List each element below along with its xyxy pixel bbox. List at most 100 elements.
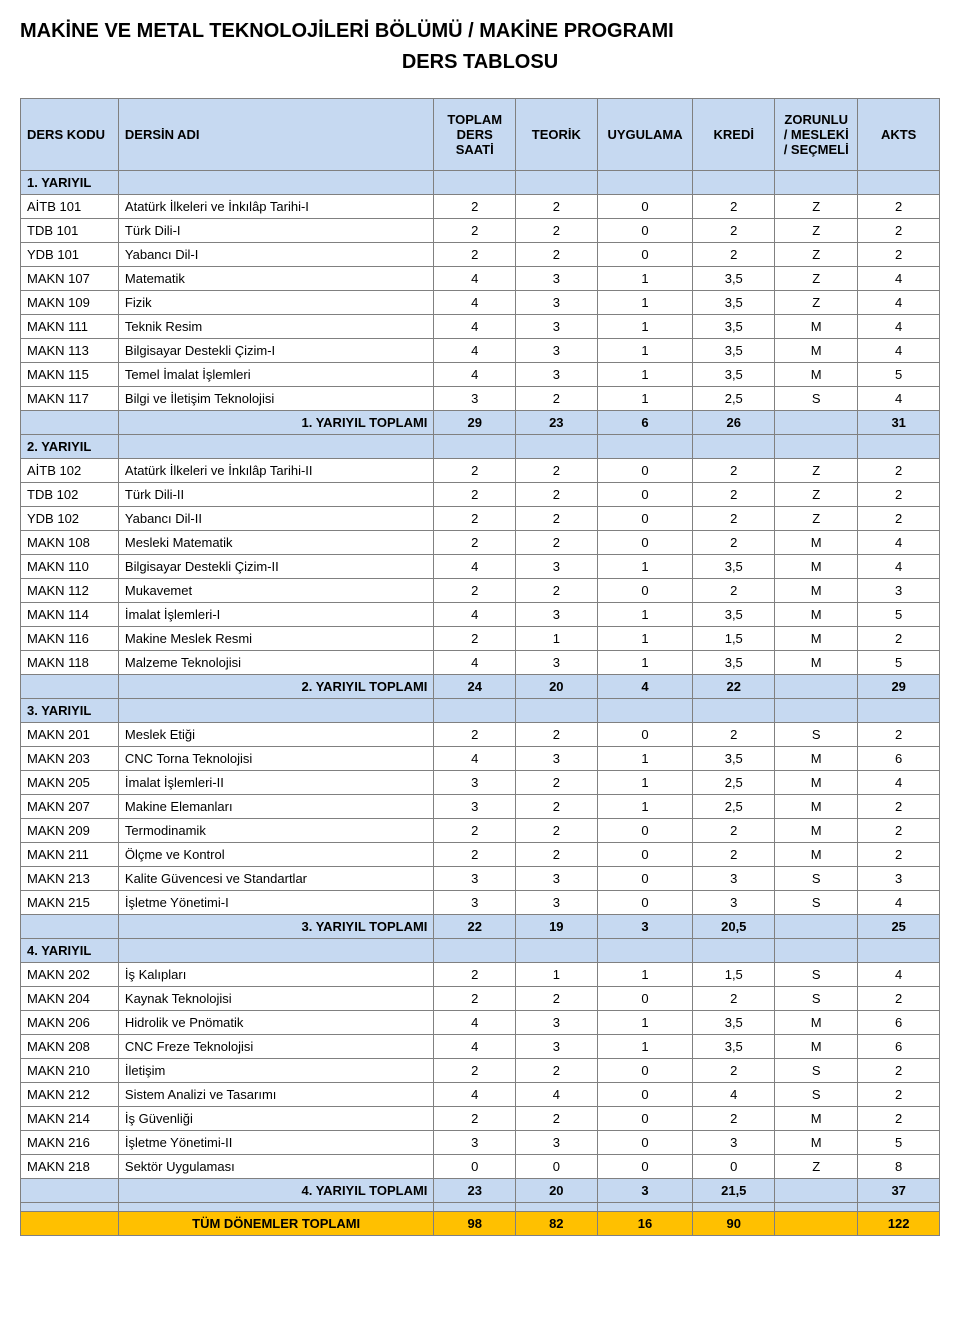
cell-teorik: 2	[516, 1059, 598, 1083]
cell-empty	[118, 171, 434, 195]
totals-zms	[775, 411, 858, 435]
cell-akts: 3	[858, 579, 940, 603]
cell-toplam: 4	[434, 1035, 516, 1059]
totals-label: 4. YARIYIL TOPLAMI	[118, 1179, 434, 1203]
cell-zms: S	[775, 387, 858, 411]
cell-empty	[516, 939, 598, 963]
cell-zms: M	[775, 1107, 858, 1131]
cell-zms: M	[775, 651, 858, 675]
table-row: YDB 101Yabancı Dil-I2202Z2	[21, 243, 940, 267]
course-code: MAKN 208	[21, 1035, 119, 1059]
grand-label: TÜM DÖNEMLER TOPLAMI	[118, 1212, 434, 1236]
totals-toplam: 22	[434, 915, 516, 939]
cell-zms: S	[775, 723, 858, 747]
course-code: MAKN 112	[21, 579, 119, 603]
table-row: MAKN 202İş Kalıpları2111,5S4	[21, 963, 940, 987]
cell-akts: 4	[858, 315, 940, 339]
course-code: TDB 102	[21, 483, 119, 507]
cell-toplam: 3	[434, 1131, 516, 1155]
table-row: MAKN 214İş Güvenliği2202M2	[21, 1107, 940, 1131]
grand-zms	[775, 1212, 858, 1236]
cell-kredi: 3,5	[693, 603, 775, 627]
cell-kredi: 3,5	[693, 1035, 775, 1059]
cell-uygulama: 0	[597, 531, 693, 555]
course-code: AİTB 101	[21, 195, 119, 219]
course-name: Bilgisayar Destekli Çizim-I	[118, 339, 434, 363]
cell-toplam: 2	[434, 243, 516, 267]
cell-zms: M	[775, 1035, 858, 1059]
totals-toplam: 23	[434, 1179, 516, 1203]
cell-zms: M	[775, 315, 858, 339]
cell-teorik: 2	[516, 459, 598, 483]
cell-uygulama: 0	[597, 867, 693, 891]
cell-toplam: 3	[434, 891, 516, 915]
cell-toplam: 2	[434, 819, 516, 843]
cell-akts: 2	[858, 819, 940, 843]
cell-empty	[516, 435, 598, 459]
course-name: Malzeme Teknolojisi	[118, 651, 434, 675]
cell-akts: 6	[858, 1011, 940, 1035]
table-row: MAKN 118Malzeme Teknolojisi4313,5M5	[21, 651, 940, 675]
cell-teorik: 3	[516, 1011, 598, 1035]
cell-uygulama: 0	[597, 1131, 693, 1155]
cell-zms: M	[775, 795, 858, 819]
table-row: 1. YARIYIL TOPLAMI292362631	[21, 411, 940, 435]
cell-uygulama: 1	[597, 291, 693, 315]
table-row: TDB 102Türk Dili-II2202Z2	[21, 483, 940, 507]
course-code: MAKN 116	[21, 627, 119, 651]
cell-teorik: 0	[516, 1155, 598, 1179]
cell-empty	[118, 939, 434, 963]
cell-akts: 3	[858, 867, 940, 891]
cell-akts: 2	[858, 987, 940, 1011]
semester-label: 4. YARIYIL	[21, 939, 119, 963]
grand-kredi: 90	[693, 1212, 775, 1236]
cell-empty	[693, 939, 775, 963]
cell-uygulama: 0	[597, 219, 693, 243]
cell-teorik: 3	[516, 267, 598, 291]
table-row: MAKN 204Kaynak Teknolojisi2202S2	[21, 987, 940, 1011]
cell-uygulama: 0	[597, 819, 693, 843]
table-row	[21, 1203, 940, 1212]
course-code: MAKN 202	[21, 963, 119, 987]
course-code: MAKN 209	[21, 819, 119, 843]
table-row: MAKN 213Kalite Güvencesi ve Standartlar3…	[21, 867, 940, 891]
cell-kredi: 2	[693, 579, 775, 603]
cell-teorik: 3	[516, 867, 598, 891]
totals-teorik: 20	[516, 1179, 598, 1203]
cell-uygulama: 0	[597, 987, 693, 1011]
course-code: AİTB 102	[21, 459, 119, 483]
cell-kredi: 2	[693, 219, 775, 243]
course-name: Türk Dili-II	[118, 483, 434, 507]
cell-uygulama: 1	[597, 339, 693, 363]
cell-toplam: 3	[434, 795, 516, 819]
cell-teorik: 2	[516, 843, 598, 867]
cell-uygulama: 0	[597, 483, 693, 507]
course-name: İmalat İşlemleri-II	[118, 771, 434, 795]
totals-kredi: 21,5	[693, 1179, 775, 1203]
cell-akts: 6	[858, 747, 940, 771]
cell-akts: 4	[858, 267, 940, 291]
cell-uygulama: 1	[597, 1035, 693, 1059]
cell-toplam: 2	[434, 195, 516, 219]
cell-teorik: 3	[516, 363, 598, 387]
col-header-kredi: KREDİ	[693, 99, 775, 171]
cell-zms: S	[775, 867, 858, 891]
cell-toplam: 2	[434, 483, 516, 507]
cell-kredi: 3,5	[693, 747, 775, 771]
table-row: TÜM DÖNEMLER TOPLAMI98821690122	[21, 1212, 940, 1236]
cell-toplam: 4	[434, 747, 516, 771]
course-name: İş Kalıpları	[118, 963, 434, 987]
course-code: MAKN 212	[21, 1083, 119, 1107]
cell-empty	[858, 435, 940, 459]
cell-zms: M	[775, 531, 858, 555]
table-row: AİTB 102Atatürk İlkeleri ve İnkılâp Tari…	[21, 459, 940, 483]
course-name: Yabancı Dil-I	[118, 243, 434, 267]
cell-uygulama: 1	[597, 795, 693, 819]
cell-kredi: 1,5	[693, 627, 775, 651]
table-row: 3. YARIYIL	[21, 699, 940, 723]
grand-teorik: 82	[516, 1212, 598, 1236]
cell-teorik: 2	[516, 1107, 598, 1131]
cell-zms: Z	[775, 195, 858, 219]
cell-akts: 8	[858, 1155, 940, 1179]
course-code: MAKN 118	[21, 651, 119, 675]
